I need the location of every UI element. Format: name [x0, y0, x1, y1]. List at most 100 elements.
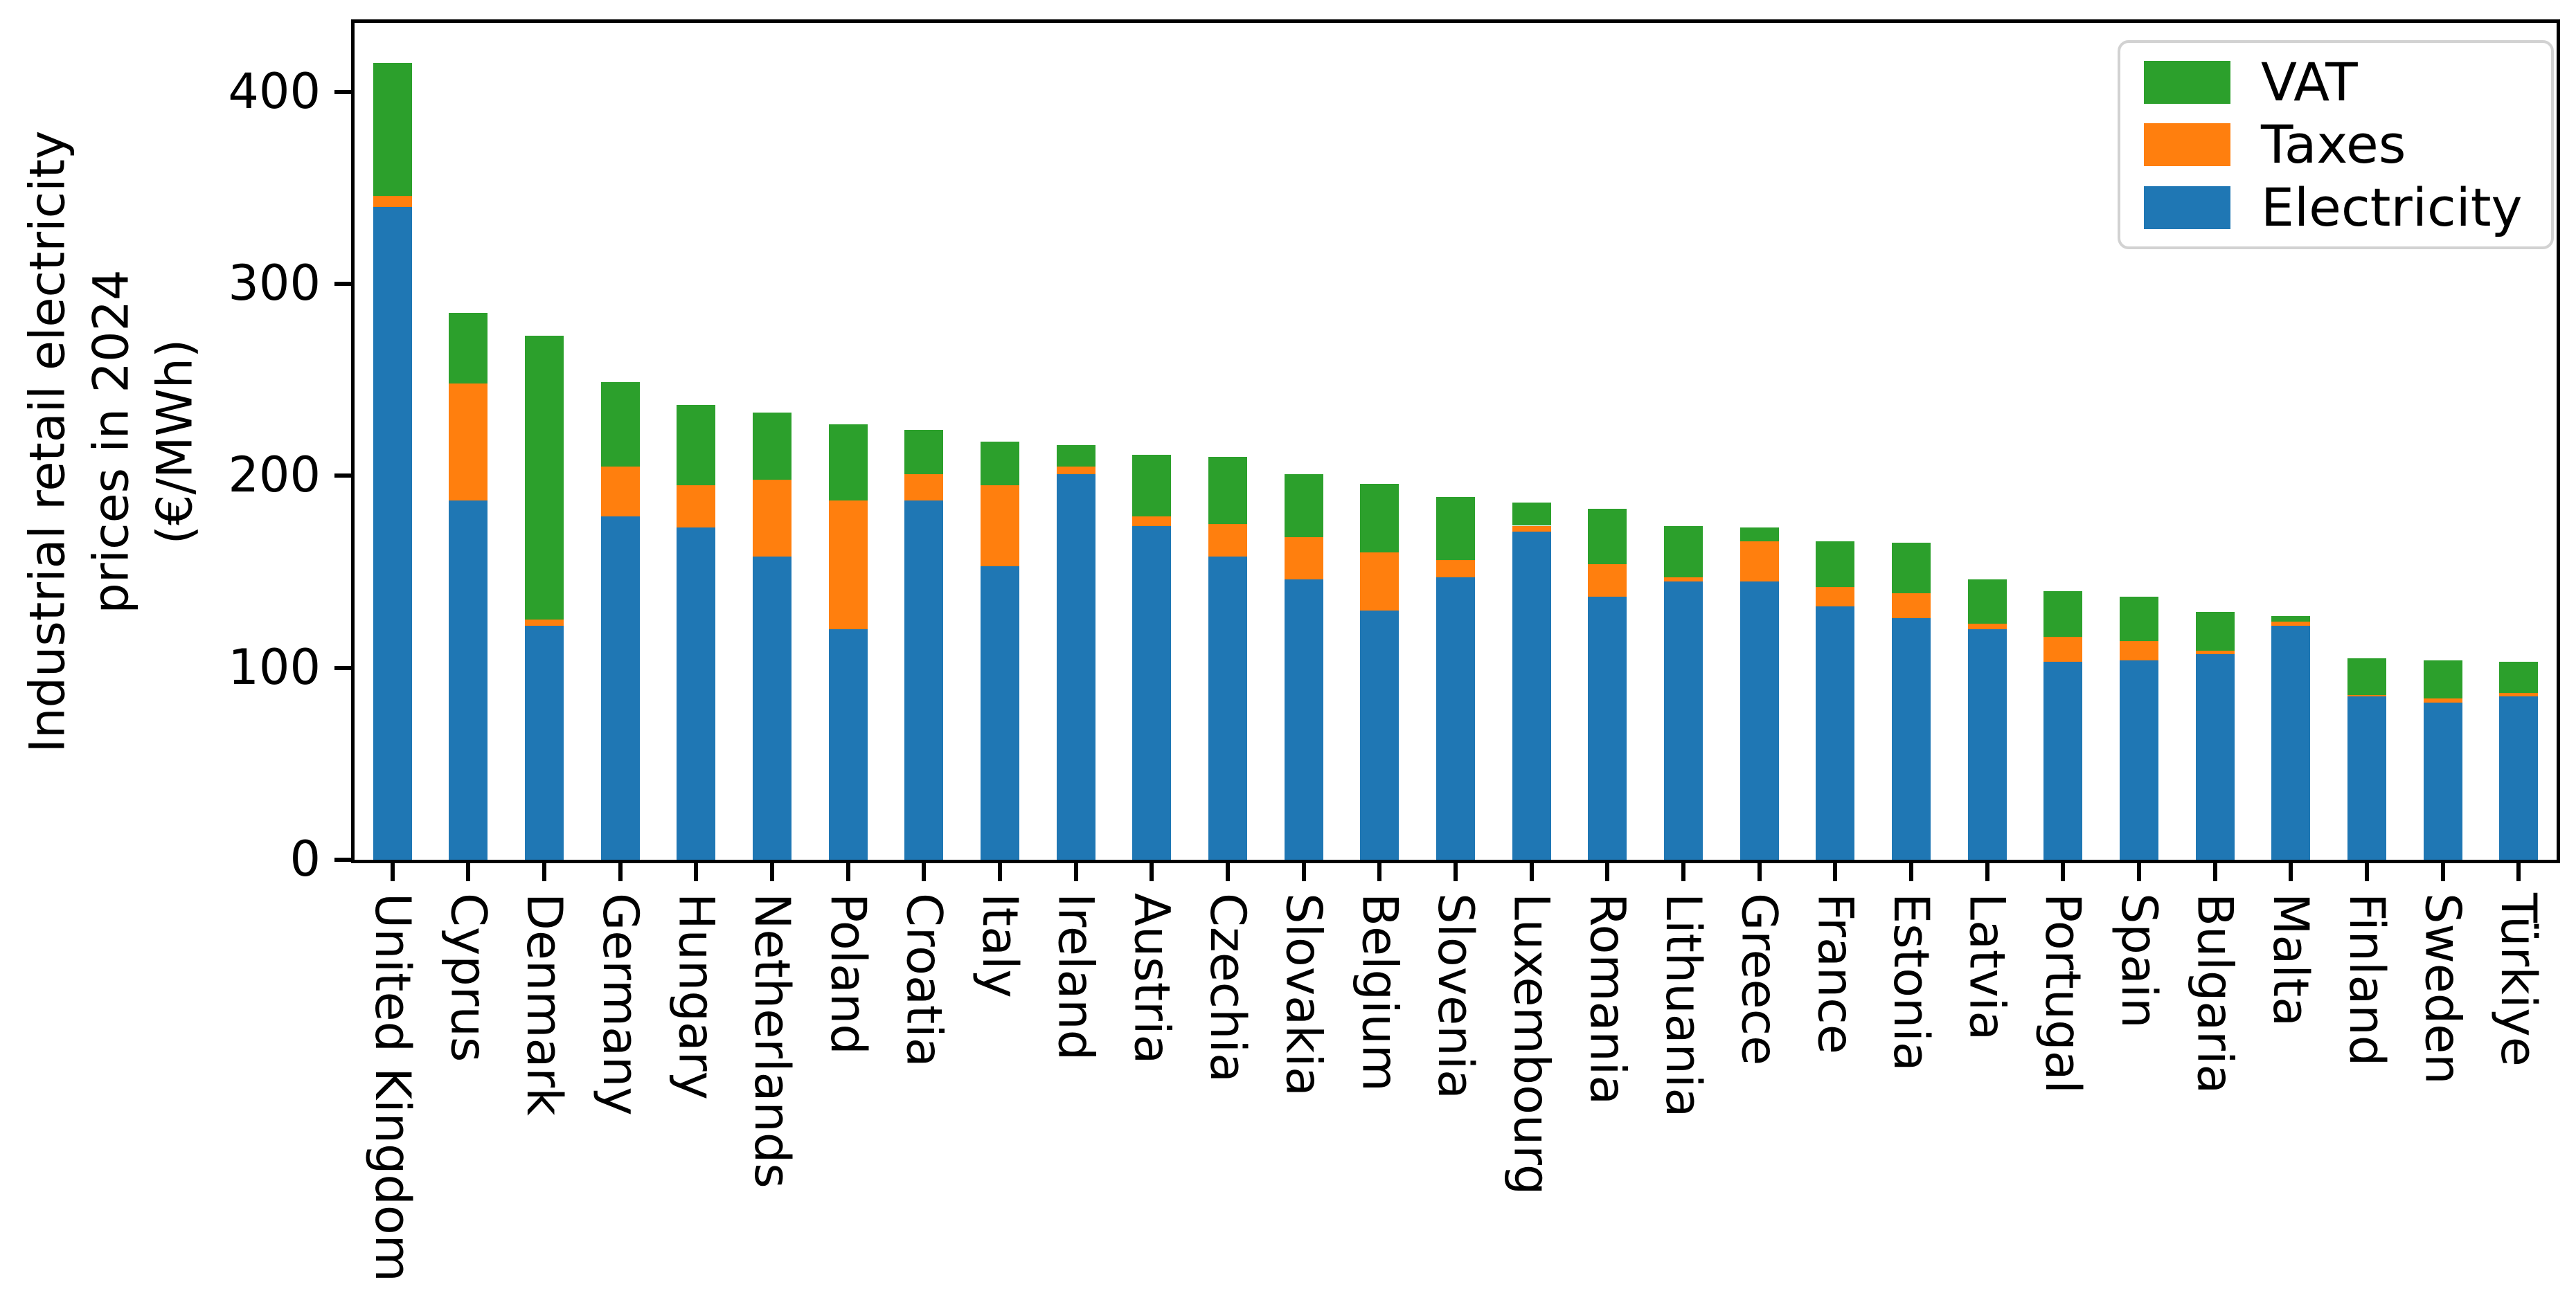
bar-taxes-segment	[677, 485, 716, 528]
x-tick-mark	[1150, 863, 1154, 881]
x-tick-mark	[2364, 863, 2369, 881]
y-tick-mark	[334, 858, 351, 862]
bar-electricity-segment	[1967, 629, 2007, 860]
bar-vat-segment	[1663, 525, 1703, 578]
x-tick-mark	[2061, 863, 2066, 881]
bar-vat-segment	[449, 312, 488, 384]
bar-vat-segment	[1816, 541, 1855, 588]
x-tick-mark	[1529, 863, 1534, 881]
legend-label: Taxes	[2261, 114, 2406, 175]
legend-row-taxes: Taxes	[2120, 117, 2551, 172]
x-tick-label: Türkiye	[2490, 893, 2548, 1067]
bar-vat-segment	[981, 441, 1020, 486]
bar-electricity-segment	[753, 556, 792, 860]
x-tick-label: Denmark	[516, 893, 573, 1116]
bar-electricity-segment	[1436, 577, 1475, 860]
y-tick-mark	[334, 665, 351, 670]
bar-electricity-segment	[2271, 625, 2311, 860]
legend-label: VAT	[2261, 51, 2358, 113]
bar-electricity-segment	[1891, 617, 1931, 860]
x-tick-mark	[542, 863, 547, 881]
x-tick-mark	[2136, 863, 2141, 881]
x-tick-label: Croatia	[895, 893, 953, 1067]
bar-taxes-segment	[600, 466, 640, 516]
bar-electricity-segment	[1208, 556, 1248, 860]
x-tick-mark	[1908, 863, 1913, 881]
x-tick-label: Hungary	[668, 893, 725, 1100]
bar-electricity-segment	[1512, 531, 1551, 860]
bar-electricity-segment	[1360, 610, 1399, 860]
bar-taxes-segment	[1132, 516, 1172, 526]
x-tick-mark	[1301, 863, 1306, 881]
x-tick-label: Malta	[2262, 893, 2320, 1027]
bar-electricity-segment	[1284, 579, 1323, 860]
legend-swatch-electricity	[2144, 186, 2230, 229]
x-tick-label: Sweden	[2414, 893, 2471, 1085]
y-axis-label-line2: prices in 2024	[82, 269, 139, 614]
bar-vat-segment	[904, 429, 944, 474]
x-tick-label: Latvia	[1958, 893, 2016, 1041]
bar-vat-segment	[1967, 579, 2007, 624]
bar-vat-segment	[1436, 496, 1475, 561]
x-tick-mark	[1226, 863, 1231, 881]
x-tick-mark	[390, 863, 395, 881]
x-tick-mark	[1681, 863, 1685, 881]
x-tick-mark	[2212, 863, 2217, 881]
bar-electricity-segment	[1816, 606, 1855, 860]
bar-vat-segment	[2195, 612, 2235, 651]
x-tick-mark	[1377, 863, 1382, 881]
bar-electricity-segment	[1056, 473, 1095, 860]
bar-taxes-segment	[449, 383, 488, 501]
x-tick-label: Luxembourg	[1503, 893, 1560, 1195]
bar-taxes-segment	[828, 500, 868, 630]
bar-taxes-segment	[1512, 525, 1551, 532]
bar-taxes-segment	[2423, 698, 2462, 703]
y-tick-label: 0	[289, 831, 321, 887]
legend-swatch-vat	[2144, 60, 2230, 104]
bar-electricity-segment	[600, 516, 640, 860]
x-tick-label: Estonia	[1882, 893, 1940, 1072]
x-tick-label: Cyprus	[440, 893, 497, 1063]
bar-taxes-segment	[1056, 466, 1095, 474]
x-tick-mark	[770, 863, 775, 881]
x-tick-label: Greece	[1730, 893, 1788, 1066]
bar-electricity-segment	[525, 625, 564, 860]
bar-vat-segment	[677, 404, 716, 486]
bar-taxes-segment	[1208, 523, 1248, 557]
bar-taxes-segment	[2119, 640, 2158, 660]
bar-vat-segment	[2499, 662, 2539, 693]
bar-vat-segment	[2271, 615, 2311, 622]
x-tick-label: Lithuania	[1654, 893, 1712, 1118]
x-tick-label: Ireland	[1047, 893, 1104, 1061]
y-tick-label: 300	[228, 255, 321, 312]
bar-electricity-segment	[1132, 525, 1172, 860]
bar-taxes-segment	[2499, 692, 2539, 697]
x-tick-mark	[922, 863, 927, 881]
y-axis-label-line1: Industrial retail electricity	[19, 130, 75, 752]
bar-taxes-segment	[1663, 577, 1703, 581]
y-tick-mark	[334, 89, 351, 94]
bar-taxes-segment	[2043, 637, 2083, 662]
x-tick-mark	[846, 863, 850, 881]
y-axis-label-wrap: Industrial retail electricity prices in …	[7, 23, 215, 860]
x-tick-mark	[1985, 863, 1989, 881]
x-tick-label: France	[1807, 893, 1864, 1054]
bar-electricity-segment	[2499, 696, 2539, 860]
y-tick-mark	[334, 473, 351, 478]
bar-electricity-segment	[904, 500, 944, 860]
x-tick-mark	[1605, 863, 1610, 881]
bar-vat-segment	[1132, 454, 1172, 516]
bar-electricity-segment	[677, 527, 716, 860]
bar-taxes-segment	[1360, 552, 1399, 611]
bar-electricity-segment	[373, 207, 412, 860]
x-tick-mark	[998, 863, 1003, 881]
bar-taxes-segment	[753, 479, 792, 557]
legend: VAT Taxes Electricity	[2118, 40, 2554, 249]
bar-taxes-segment	[1967, 623, 2007, 630]
y-tick-label: 400	[228, 62, 321, 120]
bar-vat-segment	[828, 424, 868, 501]
bar-vat-segment	[2119, 597, 2158, 641]
x-tick-label: Bulgaria	[2186, 893, 2244, 1094]
bar-electricity-segment	[2195, 654, 2235, 860]
